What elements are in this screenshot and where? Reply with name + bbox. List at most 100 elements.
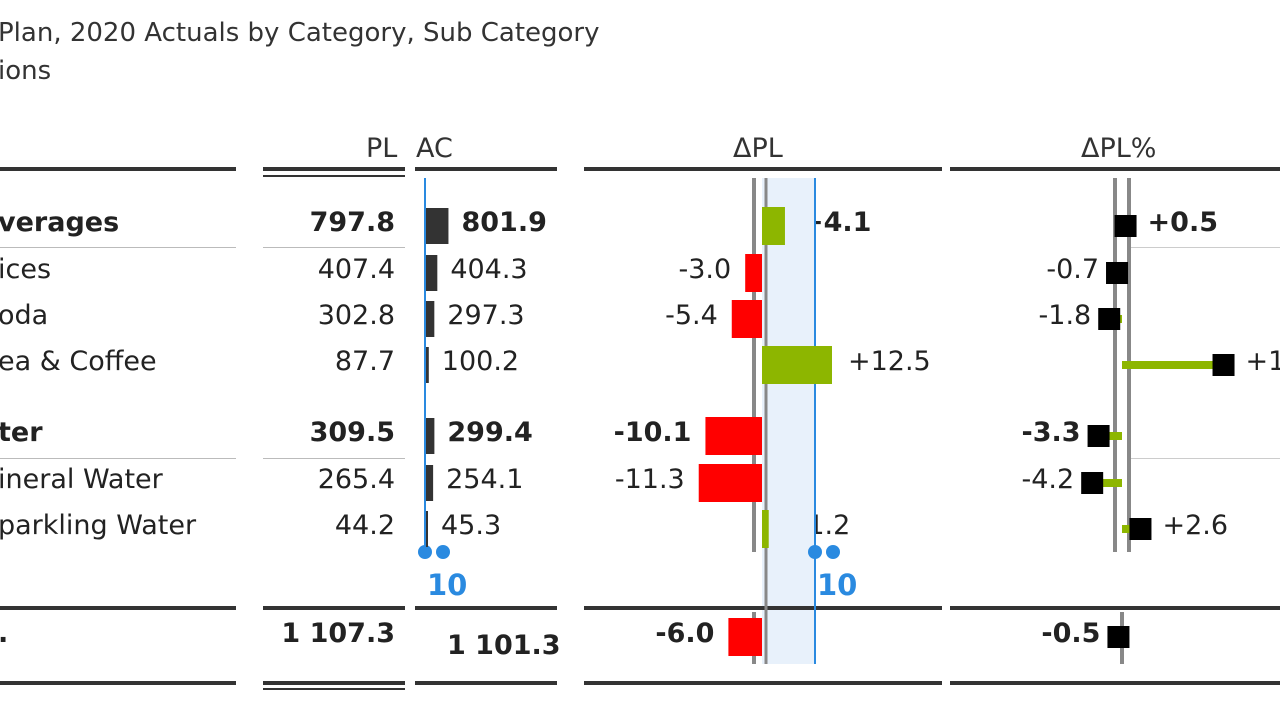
total-top-rule bbox=[263, 606, 405, 610]
row-1-pl-value: 407.4 bbox=[317, 254, 395, 285]
row-4-pl-value: 309.5 bbox=[309, 417, 395, 448]
row-1-label: ices bbox=[0, 254, 52, 285]
row-0-ac-bar bbox=[426, 208, 449, 244]
total-delta-pl-value: -6.0 bbox=[655, 618, 715, 649]
row-separator bbox=[0, 458, 236, 459]
total-delta-pl-bar bbox=[728, 618, 762, 656]
ac-scale-marker: 10 bbox=[427, 568, 468, 602]
row-2-ac-value: 297.3 bbox=[447, 300, 525, 331]
row-3-label: ea & Coffee bbox=[0, 346, 157, 377]
row-1-ac-value: 404.3 bbox=[450, 254, 528, 285]
scale-dot bbox=[418, 545, 432, 559]
dpl-scale-marker: 10 bbox=[817, 568, 858, 602]
header-delta-pl: ΔPL bbox=[733, 133, 783, 164]
row-3-delta-pl-bar bbox=[762, 346, 832, 384]
row-4-delta-pl-value: -10.1 bbox=[613, 417, 692, 448]
row-2-delta-pl-value: -5.4 bbox=[665, 300, 718, 331]
total-bottom-rule bbox=[950, 681, 1280, 685]
row-4-ac-bar bbox=[426, 418, 435, 454]
chart-subtitle: ions bbox=[0, 56, 52, 86]
total-bottom-rule bbox=[0, 681, 236, 685]
header-rule bbox=[415, 167, 557, 171]
row-5-ac-value: 254.1 bbox=[446, 464, 524, 495]
total-pl-value: 1 107.3 bbox=[281, 618, 395, 649]
row-4-ac-value: 299.4 bbox=[447, 417, 533, 448]
row-5-delta-pct-stem bbox=[1092, 479, 1122, 487]
row-0-delta-pct-value: +0.5 bbox=[1147, 207, 1218, 238]
total-delta-pct-value: -0.5 bbox=[1041, 618, 1101, 649]
row-3-pl-value: 87.7 bbox=[334, 346, 395, 377]
row-separator bbox=[1130, 247, 1280, 248]
row-0-label: verages bbox=[0, 207, 120, 238]
row-5-delta-pl-value: -11.3 bbox=[614, 464, 685, 495]
scale-dot bbox=[808, 545, 822, 559]
header-pl: PL bbox=[366, 133, 398, 164]
delta-pl-highlight-band bbox=[762, 178, 816, 664]
row-3-ac-value: 100.2 bbox=[441, 346, 520, 377]
row-5-ac-bar bbox=[426, 465, 434, 501]
row-6-ac-value: 45.3 bbox=[441, 510, 502, 541]
row-0-delta-pl-bar bbox=[762, 207, 785, 245]
chart-title: Plan, 2020 Actuals by Category, Sub Cate… bbox=[0, 18, 600, 48]
row-2-pl-value: 302.8 bbox=[317, 300, 395, 331]
row-3-delta-pct-value: +14 bbox=[1245, 346, 1280, 377]
row-5-delta-pct-value: -4.2 bbox=[1021, 464, 1075, 495]
row-separator bbox=[263, 247, 405, 248]
row-separator bbox=[263, 458, 405, 459]
header-rule bbox=[950, 167, 1280, 171]
header-delta-pl-percent: ΔPL% bbox=[1081, 133, 1157, 164]
row-4-delta-pct-stem bbox=[1098, 432, 1122, 440]
header-ac: AC bbox=[416, 133, 453, 164]
row-separator bbox=[1130, 458, 1280, 459]
row-6-delta-pct-marker bbox=[1129, 518, 1152, 540]
row-2-label: oda bbox=[0, 300, 49, 331]
total-top-rule bbox=[950, 606, 1280, 610]
total-top-rule bbox=[415, 606, 557, 610]
scale-dot bbox=[826, 545, 840, 559]
row-1-delta-pct-marker bbox=[1106, 262, 1129, 284]
row-3-ac-bar bbox=[426, 347, 429, 383]
total-label: . bbox=[0, 618, 8, 649]
row-6-delta-pl-bar bbox=[762, 510, 769, 548]
row-5-delta-pl-bar bbox=[698, 464, 762, 502]
row-2-delta-pl-bar bbox=[731, 300, 762, 338]
total-delta-pct-marker bbox=[1107, 626, 1130, 648]
row-2-delta-pct-value: -1.8 bbox=[1038, 300, 1092, 331]
row-5-delta-pct-marker bbox=[1081, 472, 1104, 494]
row-3-delta-pct-stem bbox=[1122, 361, 1224, 369]
row-4-label: ter bbox=[0, 417, 43, 448]
total-ac-value: 1 101.3 bbox=[447, 630, 561, 661]
row-separator bbox=[0, 247, 236, 248]
row-5-pl-value: 265.4 bbox=[317, 464, 395, 495]
row-0-delta-pct-marker bbox=[1114, 215, 1137, 237]
row-6-label: parkling Water bbox=[0, 510, 197, 541]
row-6-ac-bar bbox=[426, 511, 428, 547]
header-rule bbox=[584, 167, 942, 171]
header-rule bbox=[0, 167, 236, 171]
row-1-ac-bar bbox=[426, 255, 438, 291]
total-top-rule bbox=[0, 606, 236, 610]
row-6-pl-value: 44.2 bbox=[334, 510, 395, 541]
scale-dot bbox=[436, 545, 450, 559]
total-bottom-rule bbox=[263, 681, 405, 685]
row-0-pl-value: 797.8 bbox=[309, 207, 395, 238]
total-rule-double bbox=[263, 688, 405, 690]
header-rule bbox=[263, 167, 405, 171]
row-3-delta-pct-marker bbox=[1212, 354, 1235, 376]
row-1-delta-pl-value: -3.0 bbox=[678, 254, 732, 285]
row-0-ac-value: 801.9 bbox=[461, 207, 547, 238]
row-4-delta-pct-value: -3.3 bbox=[1021, 417, 1081, 448]
row-5-label: ineral Water bbox=[0, 464, 163, 495]
row-2-delta-pct-marker bbox=[1098, 308, 1121, 330]
header-rule-double bbox=[263, 175, 405, 177]
row-4-delta-pct-marker bbox=[1087, 425, 1110, 447]
row-4-delta-pl-bar bbox=[705, 417, 762, 455]
total-bottom-rule bbox=[584, 681, 942, 685]
row-2-ac-bar bbox=[426, 301, 435, 337]
row-3-delta-pl-value: +12.5 bbox=[848, 346, 931, 377]
row-1-delta-pct-value: -0.7 bbox=[1046, 254, 1100, 285]
row-1-delta-pl-bar bbox=[745, 254, 762, 292]
total-bottom-rule bbox=[415, 681, 557, 685]
total-top-rule bbox=[584, 606, 942, 610]
